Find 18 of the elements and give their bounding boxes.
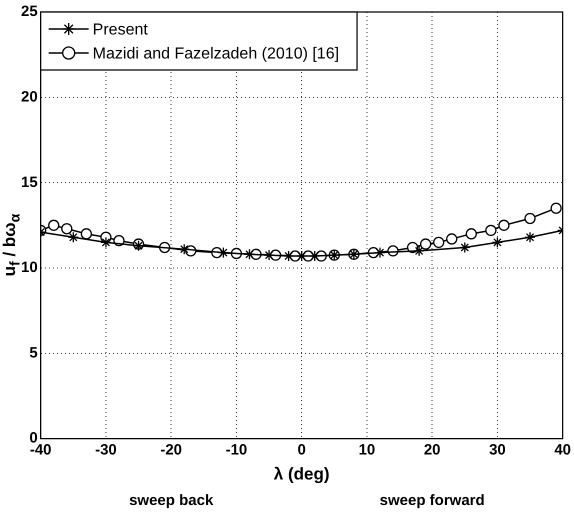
y-tick-label: 5 bbox=[29, 344, 38, 362]
x-tick-label: -30 bbox=[95, 442, 117, 459]
y-tick-label: 20 bbox=[20, 88, 38, 106]
legend-label: Present bbox=[92, 21, 148, 38]
y-tick-label: 25 bbox=[20, 3, 38, 20]
x-tick-label: 0 bbox=[298, 442, 306, 459]
text: sweep back bbox=[129, 492, 214, 509]
x-tick-label: 10 bbox=[358, 442, 376, 459]
x-tick-label: -10 bbox=[226, 442, 248, 459]
text: sweep forward bbox=[380, 492, 485, 509]
x-tick-label: -20 bbox=[160, 442, 182, 459]
y-tick-label: 15 bbox=[20, 174, 38, 191]
x-tick-label: 20 bbox=[424, 442, 441, 459]
y-tick-label: 10 bbox=[20, 259, 38, 276]
x-axis-title: λ (deg) bbox=[274, 464, 330, 484]
legend-label: Mazidi and Fazelzadeh (2010) [16] bbox=[92, 45, 340, 62]
x-tick-label: 40 bbox=[554, 442, 571, 459]
x-tick-label: 30 bbox=[489, 442, 506, 459]
